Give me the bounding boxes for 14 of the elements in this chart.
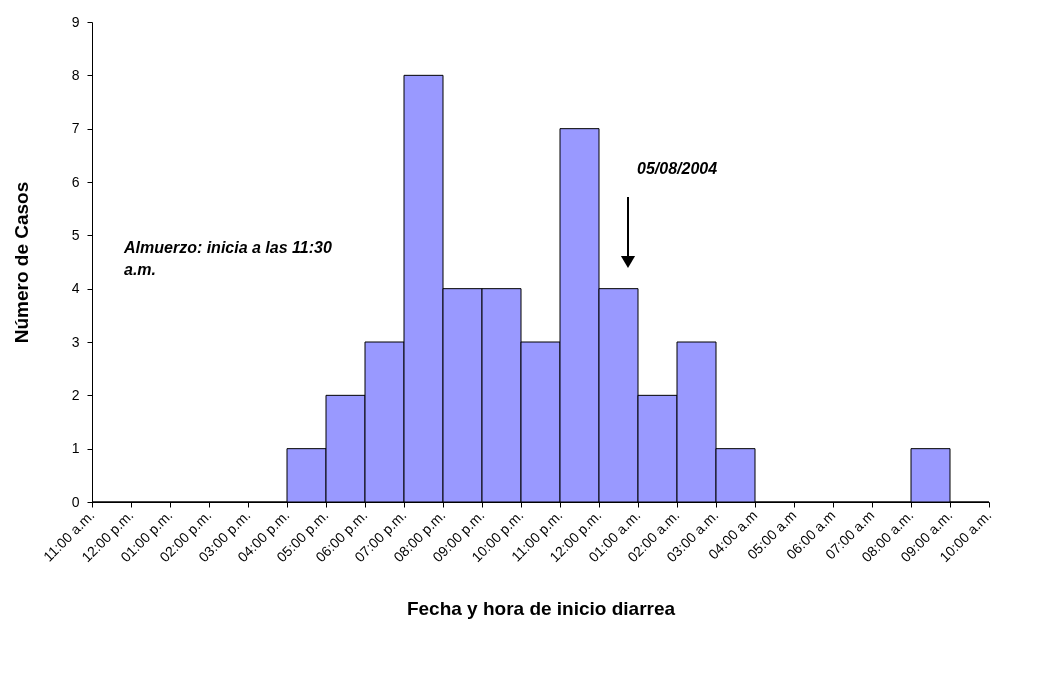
y-tick-label: 2 xyxy=(71,386,80,403)
y-tick-label: 7 xyxy=(71,120,80,137)
y-tick-label: 0 xyxy=(71,493,80,510)
y-axis-title: Número de Casos xyxy=(10,181,32,344)
y-tick-label: 4 xyxy=(71,280,80,297)
y-tick-label: 1 xyxy=(71,440,80,457)
annotation: Almuerzo: inicia a las 11:30 a.m. xyxy=(123,239,332,278)
y-tick-label: 3 xyxy=(71,333,80,350)
x-axis-title: Fecha y hora de inicio diarrea xyxy=(406,598,676,620)
y-tick-label: 6 xyxy=(71,173,80,190)
y-tick-label: 8 xyxy=(71,66,80,83)
annotation: 05/08/2004 xyxy=(637,160,718,177)
y-tick-label: 9 xyxy=(71,13,80,30)
y-tick-label: 5 xyxy=(71,226,80,243)
